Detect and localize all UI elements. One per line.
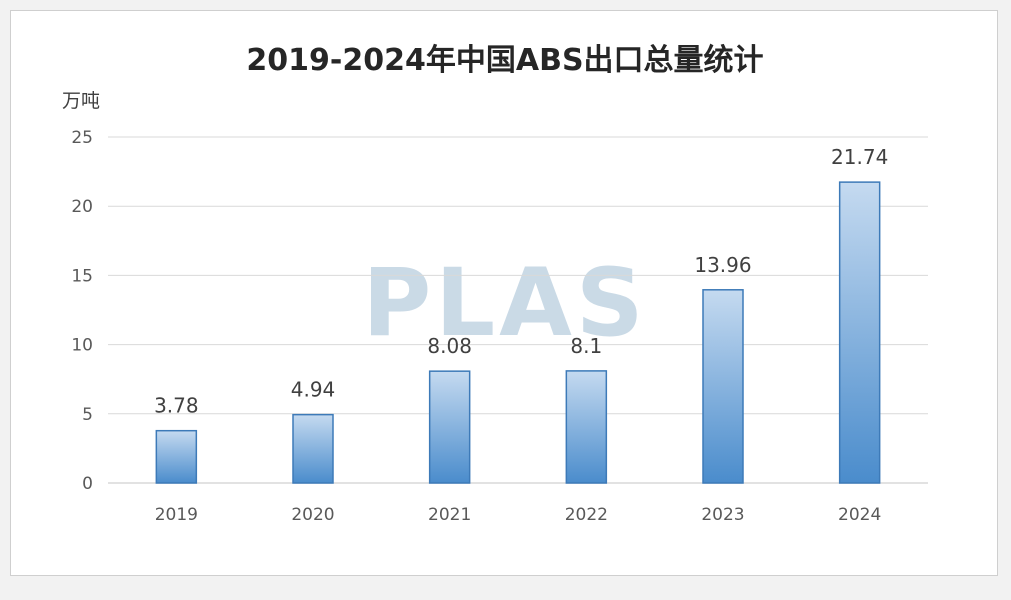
watermark: PLAS: [362, 249, 647, 358]
x-tick-label-2022: 2022: [565, 505, 608, 525]
y-axis-unit-label: 万吨: [62, 90, 100, 112]
bars: [155, 181, 881, 484]
bar-2022: [565, 370, 608, 484]
bar-2020: [292, 413, 334, 484]
y-tick-label: 5: [82, 405, 93, 425]
bar-2021: [428, 370, 471, 484]
bar-2024: [838, 181, 881, 484]
y-tick-label: 20: [71, 197, 93, 217]
x-tick-label-2023: 2023: [701, 505, 744, 525]
y-axis-ticks: 0 5 10 15 20 25: [71, 128, 93, 494]
y-tick-label: 15: [71, 266, 93, 286]
bar-2019: [155, 429, 198, 484]
chart-title: 2019-2024年中国ABS出口总量统计: [246, 43, 763, 78]
gridlines: [108, 136, 928, 484]
data-label-2020: 4.94: [291, 378, 336, 402]
data-label-2021: 8.08: [427, 334, 472, 358]
y-tick-label: 0: [82, 474, 93, 494]
data-labels: 3.78 4.94 8.08 8.1 13.96 21.74: [154, 145, 888, 418]
data-label-2019: 3.78: [154, 394, 199, 418]
x-tick-label-2024: 2024: [838, 505, 881, 525]
x-axis-ticks: 2019 2020 2021 2022 2023 2024: [155, 505, 882, 525]
data-label-2022: 8.1: [570, 334, 602, 358]
data-label-2023: 13.96: [694, 253, 751, 277]
data-label-2024: 21.74: [831, 145, 888, 169]
y-tick-label: 10: [71, 336, 93, 356]
x-tick-label-2021: 2021: [428, 505, 471, 525]
x-tick-label-2019: 2019: [155, 505, 198, 525]
x-tick-label-2020: 2020: [291, 505, 334, 525]
y-tick-label: 25: [71, 128, 93, 148]
bar-2023: [702, 289, 744, 484]
